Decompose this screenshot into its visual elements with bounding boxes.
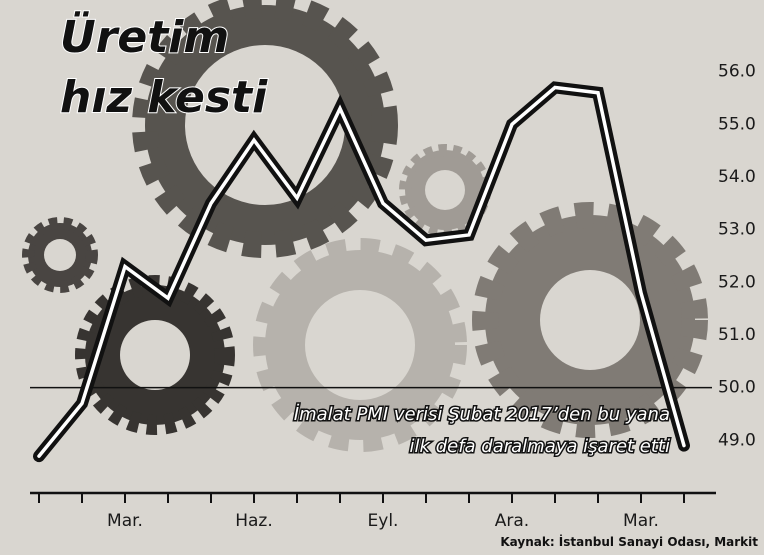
- gear-hole: [120, 320, 190, 390]
- y-tick-label: 50.0: [718, 378, 756, 398]
- annotation: İmalat PMI verisi Şubat 2017’den bu yana: [294, 404, 670, 425]
- y-tick-label: 53.0: [718, 220, 756, 240]
- gear-hole: [425, 170, 465, 210]
- x-tick-label: Ara.: [495, 511, 529, 531]
- y-tick-label: 54.0: [718, 167, 756, 187]
- y-tick-label: 52.0: [718, 272, 756, 292]
- chart-title: hız kesti: [60, 72, 268, 123]
- x-tick-label: Mar.: [107, 511, 143, 531]
- gear-hole: [44, 239, 76, 271]
- y-tick-label: 51.0: [718, 325, 756, 345]
- y-tick-label: 55.0: [718, 114, 756, 134]
- chart-title: Üretim: [60, 10, 229, 63]
- chart: 49.0 50.0 51.0 52.0 53.0 54.0 55.0 56.0 Mar. Haz.…: [0, 0, 764, 555]
- annotation: ilk defa daralmaya işaret etti: [410, 436, 670, 457]
- y-tick-label: 49.0: [718, 430, 756, 450]
- gear-hole: [540, 270, 640, 370]
- gear-hole: [185, 45, 345, 205]
- source: Kaynak: İstanbul Sanayi Odası, Markit: [500, 534, 758, 549]
- y-tick-label: 56.0: [718, 62, 756, 82]
- gear-hole: [305, 290, 415, 400]
- x-tick-label: Haz.: [235, 511, 273, 531]
- x-tick-label: Eyl.: [368, 511, 399, 531]
- x-tick-label: Mar.: [623, 511, 659, 531]
